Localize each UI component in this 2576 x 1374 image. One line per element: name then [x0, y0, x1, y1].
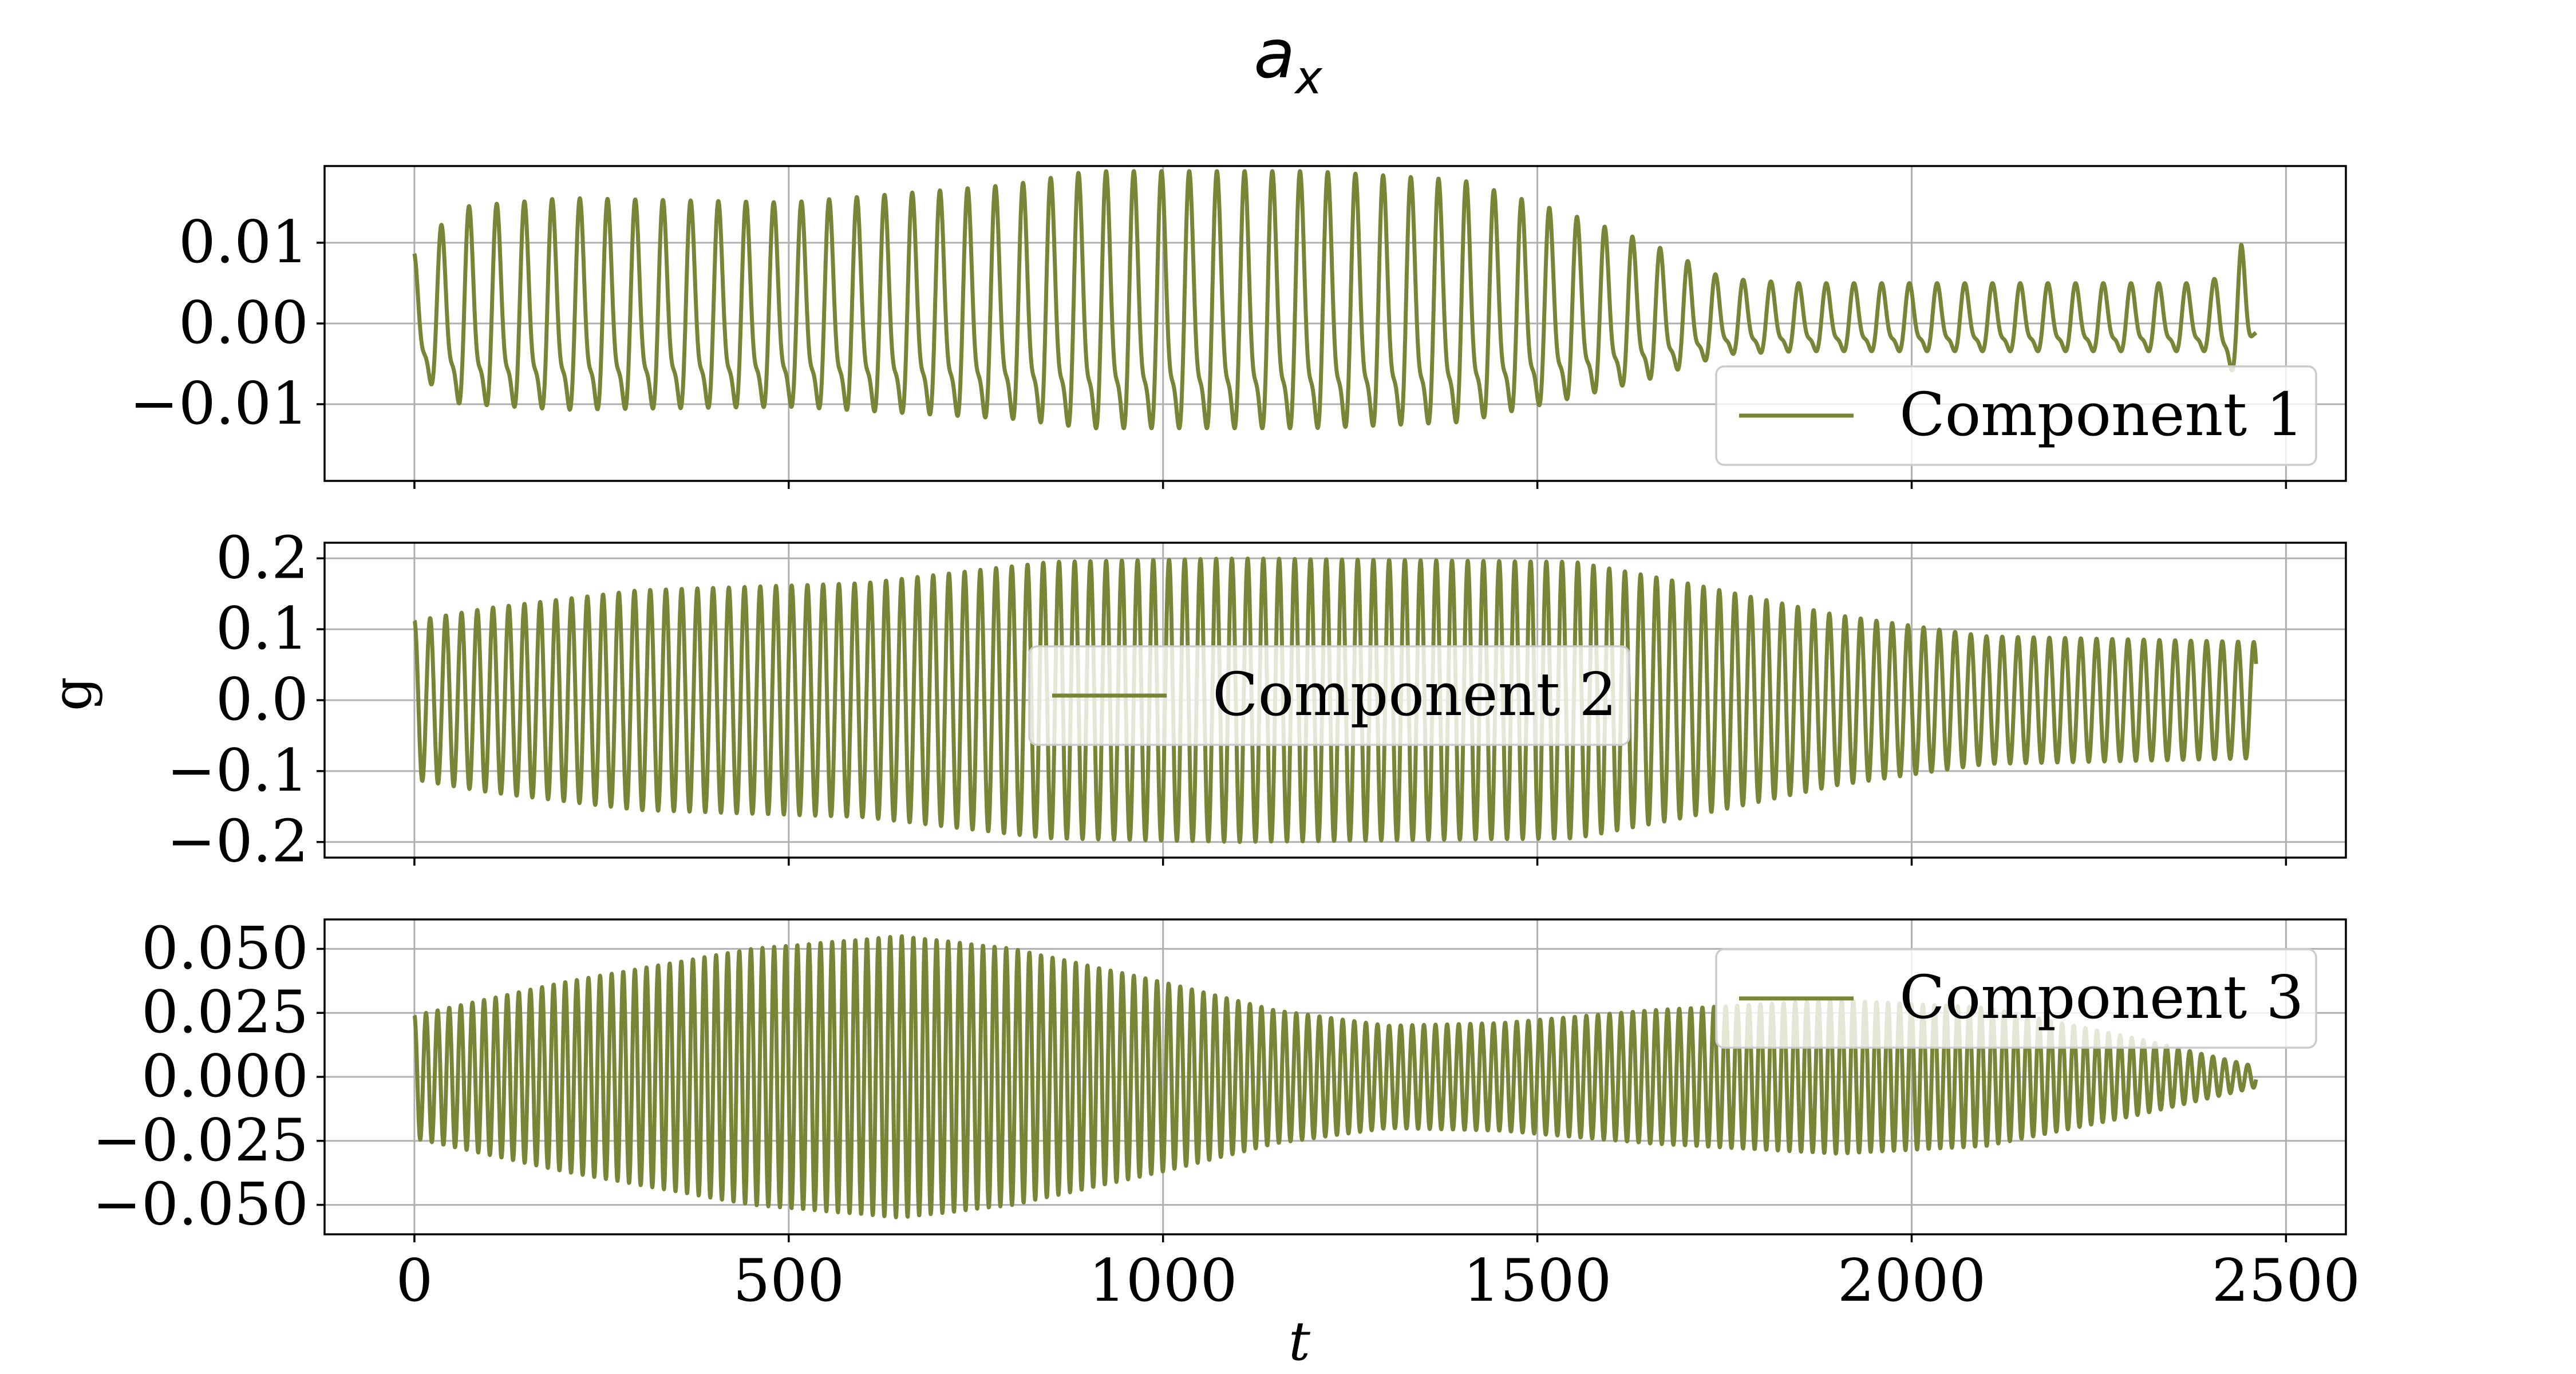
- panel-3: 0 500 1000 1500 2000 2500 0.0500.0250.000−0.02…: [93, 914, 2361, 1315]
- legend: Component 1: [1715, 365, 2317, 466]
- legend: Component 2: [1028, 645, 1630, 746]
- x-axis-label: t: [1289, 1310, 1310, 1373]
- y-tick-label: 0.00: [179, 289, 309, 357]
- y-tick-label: 0.2: [216, 524, 309, 592]
- series-line: [412, 934, 2258, 1219]
- y-tick-label: 0.1: [216, 595, 309, 663]
- y-tick-label: −0.050: [93, 1171, 309, 1239]
- series-line: [412, 556, 2258, 844]
- legend: Component 3: [1715, 948, 2317, 1049]
- y-tick-label: 0.025: [141, 978, 309, 1047]
- x-tick-label: 1000: [1089, 1247, 1238, 1315]
- legend-label: Component 2: [1212, 660, 1617, 729]
- legend-box: [1028, 645, 1630, 746]
- y-tick-label: 0.050: [141, 914, 309, 982]
- panel-2: 0.20.10.0−0.1−0.2 Component 2: [167, 524, 2347, 876]
- x-tick-label: 500: [733, 1247, 844, 1315]
- y-tick-label: 0.01: [179, 208, 309, 277]
- chart-title: ax: [1254, 14, 1323, 104]
- panels-group: 0.010.00−0.01 Component 10.20.10.0−0.1−0.…: [93, 165, 2361, 1315]
- series-line: [412, 169, 2258, 431]
- x-tick-label: 0: [396, 1247, 433, 1315]
- y-axis-label: g: [41, 677, 104, 711]
- chart-title-main: a: [1254, 14, 1295, 93]
- legend-label: Component 1: [1899, 380, 2304, 449]
- y-tick-label: −0.01: [129, 370, 309, 438]
- x-tick-label: 1500: [1463, 1247, 1612, 1315]
- x-tick-label: 2500: [2212, 1247, 2361, 1315]
- legend-label: Component 3: [1899, 962, 2304, 1032]
- legend-box: [1715, 948, 2317, 1049]
- x-tick-label: 2000: [1838, 1247, 1986, 1315]
- legend-box: [1715, 365, 2317, 466]
- chart-title-subscript: x: [1293, 51, 1323, 104]
- panel-1: 0.01 0.00 −0.01 Component 1: [129, 165, 2347, 489]
- y-tick-label: −0.025: [93, 1107, 309, 1175]
- y-tick-label: −0.1: [167, 737, 309, 805]
- y-tick-label: −0.2: [167, 808, 309, 876]
- y-tick-label: 0.0: [216, 666, 309, 734]
- y-tick-label: 0.000: [141, 1043, 309, 1111]
